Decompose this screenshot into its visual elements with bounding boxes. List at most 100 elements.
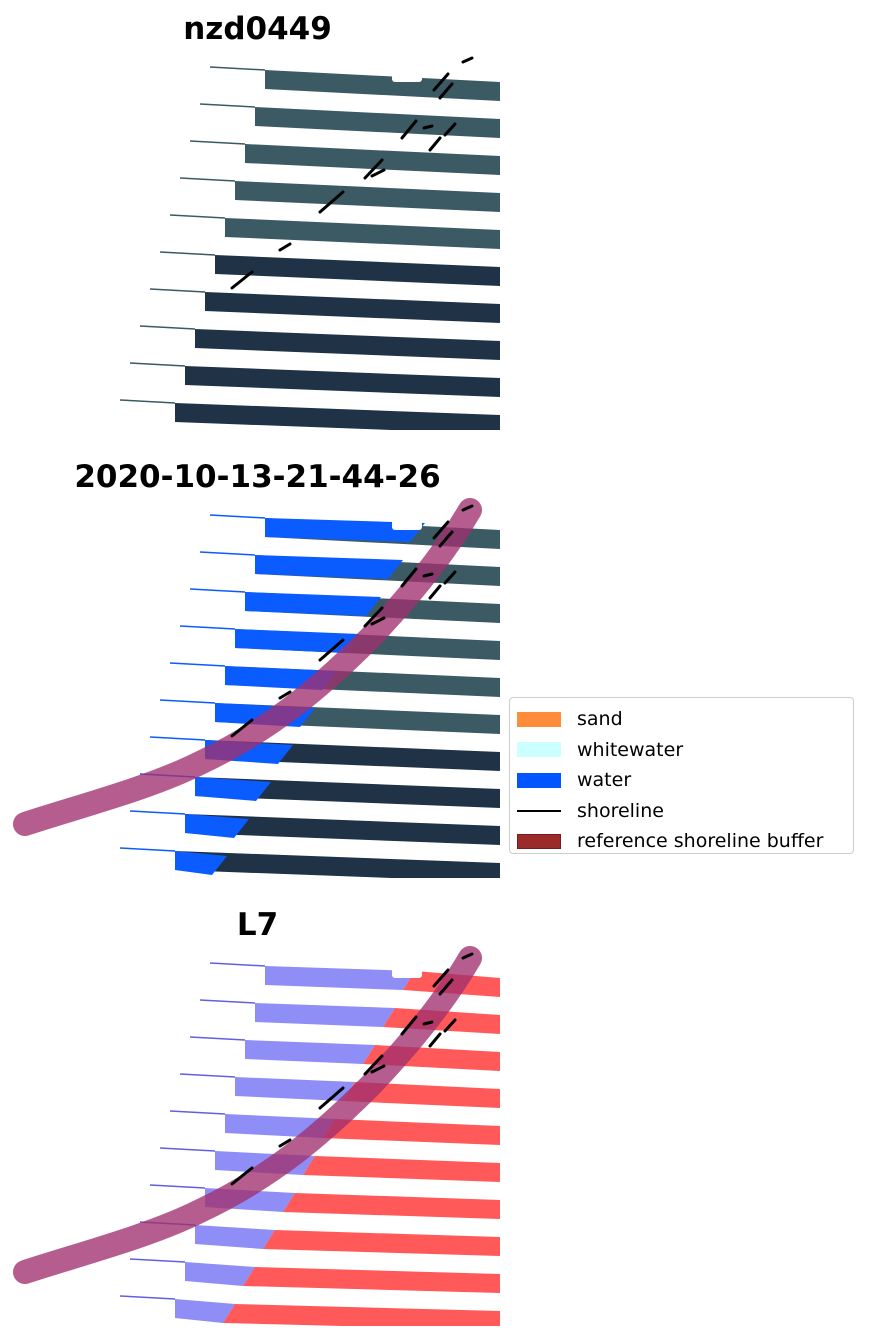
shoreline-segment (230, 718, 254, 738)
shoreline-segment (438, 530, 454, 548)
mask-notch (392, 958, 422, 978)
water-class-region (265, 518, 425, 542)
scan-edge-line (129, 1258, 186, 1263)
shoreline-segment (230, 1166, 254, 1186)
shoreline-segment (318, 1086, 345, 1110)
scan-edge-line (149, 288, 206, 293)
water-class-region (235, 629, 359, 653)
scan-stripe (185, 814, 500, 845)
shoreline-segment (443, 570, 457, 585)
scan-edge-line (169, 214, 226, 219)
scan-stripe (175, 403, 500, 430)
shoreline (230, 952, 474, 1186)
water-class-region (255, 555, 403, 579)
scan-edge-line (189, 1036, 246, 1041)
scan-edge-line (149, 736, 206, 741)
scan-stripe (175, 851, 500, 878)
legend-item-shoreline: shoreline (510, 796, 853, 827)
scan-edge-line (139, 325, 196, 330)
scan-edge-line (189, 588, 246, 593)
shoreline-segment (400, 1015, 418, 1036)
shoreline-segment (428, 584, 442, 600)
shoreline-segment (432, 968, 450, 988)
index-red-region (223, 1304, 500, 1326)
legend-item-sand: sand (510, 704, 853, 735)
scan-edge-line (129, 362, 186, 367)
scan-edge-line (159, 699, 216, 704)
mask-notch (392, 62, 422, 82)
shoreline-segment (363, 1054, 384, 1076)
water-class-region (245, 592, 381, 616)
shoreline-swatch (517, 809, 561, 812)
shoreline-segment (432, 72, 450, 92)
legend-label-buffer: reference shoreline buffer (577, 830, 824, 853)
shoreline-segment (422, 1020, 434, 1026)
scan-stripe (225, 218, 500, 249)
scan-edge-line (119, 1295, 176, 1300)
sand-swatch (517, 711, 561, 727)
scan-stripe (195, 777, 500, 808)
legend-label-sand: sand (577, 708, 623, 731)
shoreline-segment (278, 690, 292, 700)
index-blue-region (185, 1262, 255, 1286)
panel-title-2: 2020-10-13-21-44-26 (74, 459, 441, 495)
shoreline-segment (438, 82, 454, 100)
scan-stripe (245, 144, 500, 175)
scan-stripe (215, 255, 500, 286)
water-class-region (185, 814, 249, 838)
scan-stripe (205, 292, 500, 323)
shoreline-segment (318, 190, 345, 214)
scan-edge-line (179, 625, 236, 630)
reference-shoreline-buffer (13, 498, 482, 836)
legend-item-buffer: reference shoreline buffer (510, 826, 853, 857)
shoreline-segment (400, 567, 418, 588)
shoreline-segment (370, 168, 386, 178)
rgb-image-panel (119, 56, 500, 430)
index-red-region (283, 1193, 500, 1219)
scan-edge-line (169, 662, 226, 667)
scan-edge-line (149, 1184, 206, 1189)
scan-edge-line (179, 177, 236, 182)
scan-edge-line (209, 66, 266, 71)
index-blue-region (255, 1003, 395, 1027)
shoreline-segment (461, 504, 474, 512)
index-red-region (243, 1267, 500, 1293)
shoreline-segment (363, 606, 384, 628)
water-swatch (517, 772, 561, 788)
shoreline-segment (363, 158, 384, 180)
index-blue-region (245, 1040, 375, 1064)
shoreline-segment (443, 122, 457, 137)
water-class-region (175, 851, 227, 875)
legend: sand whitewater water shoreline referenc… (509, 697, 854, 854)
scan-stripe (195, 329, 500, 360)
scan-edge-line (159, 251, 216, 256)
legend-item-whitewater: whitewater (510, 735, 853, 766)
scan-edge-line (179, 1073, 236, 1078)
panel-title-3: L7 (236, 907, 279, 943)
index-red-region (263, 1230, 500, 1256)
panel-title-1: nzd0449 (183, 11, 332, 47)
shoreline-segment (278, 1138, 292, 1148)
shoreline-segment (422, 124, 434, 130)
index-blue-region (175, 1299, 235, 1323)
reference-shoreline-buffer (13, 946, 482, 1284)
scan-stripe (235, 181, 500, 212)
scan-edge-line (119, 847, 176, 852)
shoreline-segment (438, 978, 454, 996)
scan-edge-line (209, 514, 266, 519)
shoreline-segment (230, 270, 254, 290)
shoreline-segment (432, 520, 450, 540)
shoreline-segment (443, 1018, 457, 1033)
index-blue-region (235, 1077, 355, 1101)
legend-item-water: water (510, 765, 853, 796)
whitewater-swatch (517, 742, 561, 758)
shoreline-segment (461, 56, 474, 64)
classified-image-panel (13, 498, 500, 878)
scan-stripe (255, 107, 500, 138)
index-image-panel (13, 946, 500, 1326)
shoreline-segment (428, 1032, 442, 1048)
shoreline-segment (461, 952, 474, 960)
index-red-region (303, 1156, 500, 1182)
index-blue-region (195, 1225, 275, 1249)
scan-edge-line (159, 1147, 216, 1152)
